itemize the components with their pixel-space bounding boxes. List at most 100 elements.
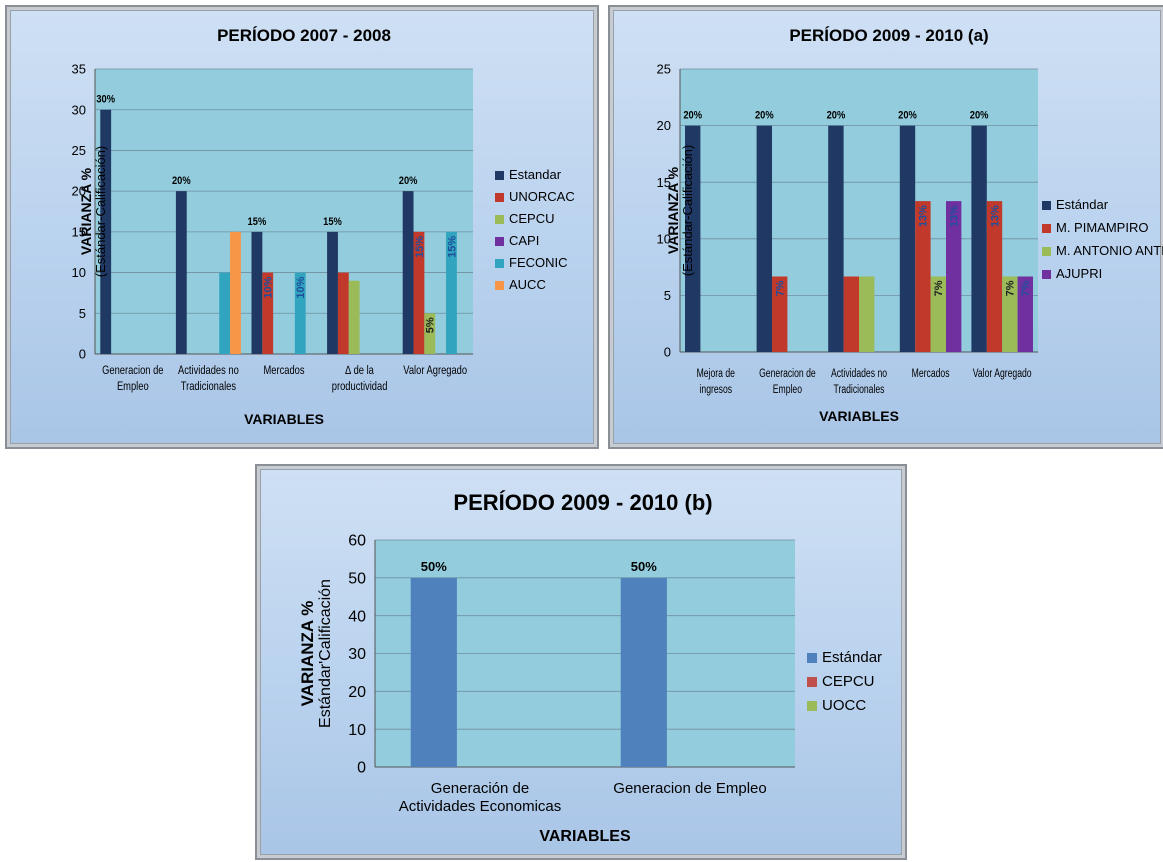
data-label: 20% xyxy=(172,176,191,188)
legend-label: CEPCU xyxy=(822,673,875,690)
y-axis-label: VARIANZA % xyxy=(78,167,94,255)
x-category-label: Empleo xyxy=(773,384,802,397)
data-label: 20% xyxy=(399,176,418,188)
x-category-label: ∆ de la xyxy=(345,364,374,377)
data-label: 20% xyxy=(827,110,846,122)
x-category-labels: Generacion de Empleo Actividades no Tradici… xyxy=(102,364,467,393)
y-tick-label: 60 xyxy=(348,533,366,550)
bar-est-ndar xyxy=(410,577,457,767)
legend: Estándar CEPCU UOCC xyxy=(807,649,882,714)
bars xyxy=(100,109,457,354)
legend-label: Estándar xyxy=(822,649,882,666)
legend-swatch xyxy=(1042,201,1051,210)
legend-swatch xyxy=(1042,247,1051,256)
legend-swatch xyxy=(807,653,817,663)
bar-estandar xyxy=(251,231,263,354)
legend-label: UOCC xyxy=(822,697,866,714)
bars xyxy=(685,125,1033,352)
data-label: 7% xyxy=(1020,280,1032,296)
legend-swatch xyxy=(807,701,817,711)
x-axis-label: VARIABLES xyxy=(539,828,631,845)
x-axis-label: VARIABLES xyxy=(244,411,324,427)
data-label: 15% xyxy=(323,216,342,228)
data-label: 7% xyxy=(1005,280,1017,296)
x-category-label: Empleo xyxy=(117,380,149,393)
y-tick-label: 10 xyxy=(72,265,86,280)
bar-feconic xyxy=(294,272,306,354)
y-tick-label: 30 xyxy=(72,102,86,117)
data-label: 20% xyxy=(898,110,917,122)
legend-swatch xyxy=(495,259,504,268)
data-label: 20% xyxy=(970,110,989,122)
y-tick-label: 0 xyxy=(664,345,671,360)
bar-estandar xyxy=(402,191,414,354)
x-category-label: productividad xyxy=(332,380,388,393)
data-label: 10% xyxy=(295,276,307,298)
data-labels: 20% 20% 20% 20% 20%7%13% 13%7% 7%13%7% xyxy=(683,110,1032,296)
bar-est-ndar xyxy=(828,125,844,352)
bar-m-pimampiro xyxy=(986,201,1003,352)
data-label: 50% xyxy=(631,559,657,574)
y-tick-label: 25 xyxy=(657,62,671,77)
bar-ajupri xyxy=(945,201,962,352)
data-label: 10% xyxy=(263,276,275,298)
bar-m-pimampiro xyxy=(843,276,859,352)
bar-m-antonio-ante xyxy=(859,276,875,352)
x-category-label: Valor Agregado xyxy=(403,364,467,377)
legend-swatch xyxy=(495,193,504,202)
bar-aucc xyxy=(230,231,241,354)
bar-m-antonio-ante xyxy=(930,276,946,352)
legend-label: CEPCU xyxy=(509,211,555,226)
legend-swatch xyxy=(807,677,817,687)
data-label: 15% xyxy=(248,216,267,228)
chart-panel-2009-2010-b: 0 10 20 30 40 50 60 50% 50% Generación de Activida… xyxy=(255,464,907,860)
bar-feconic xyxy=(219,272,231,354)
y-tick-label: 10 xyxy=(348,722,366,739)
bar-chart-2009-2010-b: 0 10 20 30 40 50 60 50% 50% Generación deActivida… xyxy=(298,490,882,845)
bar-unorcac xyxy=(337,272,349,354)
y-axis-label-sub: Estándar'Calificación xyxy=(317,579,334,728)
data-label: 7% xyxy=(933,280,945,296)
x-category-label: Tradicionales xyxy=(181,380,236,393)
x-category-label: Actividades no xyxy=(831,368,887,381)
y-tick-label: 35 xyxy=(72,62,86,77)
bar-unorcac xyxy=(262,272,274,354)
data-label: 13% xyxy=(989,205,1001,227)
legend-label: UNORCAC xyxy=(509,189,575,204)
legend-label: M. ANTONIO ANTE xyxy=(1056,243,1163,258)
y-tick-label: 20 xyxy=(72,184,86,199)
x-category-label: Mercados xyxy=(912,368,950,381)
legend-label: FECONIC xyxy=(509,255,568,270)
data-label: 20% xyxy=(755,110,774,122)
legend-swatch xyxy=(495,215,504,224)
data-label: 15% xyxy=(414,236,426,258)
bar-est-ndar xyxy=(899,125,916,352)
chart-title: PERÍODO 2007 - 2008 xyxy=(217,26,391,45)
y-tick-label: 5 xyxy=(79,306,86,321)
y-tick-labels: 0 5 10 15 20 25 xyxy=(657,62,671,360)
y-tick-labels: 0 5 10 15 20 25 30 35 xyxy=(72,62,86,362)
bar-est-ndar xyxy=(685,125,701,352)
data-label: 5% xyxy=(425,317,437,333)
x-category-label: Generacion de xyxy=(102,364,163,377)
legend-label: M. PIMAMPIRO xyxy=(1056,220,1148,235)
y-tick-label: 20 xyxy=(657,118,671,133)
bar-feconic xyxy=(446,231,457,354)
legend-label: AJUPRI xyxy=(1056,266,1102,281)
x-category-label: Actividades no xyxy=(178,364,239,377)
x-category-label: Tradicionales xyxy=(834,384,885,397)
legend-swatch xyxy=(1042,224,1051,233)
chart-panel-2007-2008: 0 5 10 15 20 25 30 35 30% 20% 15% 15% 20% 10% 15% 5% 10%… xyxy=(5,5,599,449)
y-tick-label: 25 xyxy=(72,143,86,158)
x-category-label: Generacion de xyxy=(759,368,816,381)
bar-chart-2007-2008: 0 5 10 15 20 25 30 35 30% 20% 15% 15% 20% 10% 15% 5% 10%… xyxy=(72,26,575,427)
data-label: 50% xyxy=(421,559,447,574)
x-category-label: Valor Agregado xyxy=(973,368,1032,381)
legend-label: Estándar xyxy=(1056,197,1109,212)
bar-est-ndar xyxy=(971,125,987,352)
y-tick-label: 10 xyxy=(657,231,671,246)
y-tick-label: 15 xyxy=(72,224,86,239)
y-tick-label: 40 xyxy=(348,608,366,625)
